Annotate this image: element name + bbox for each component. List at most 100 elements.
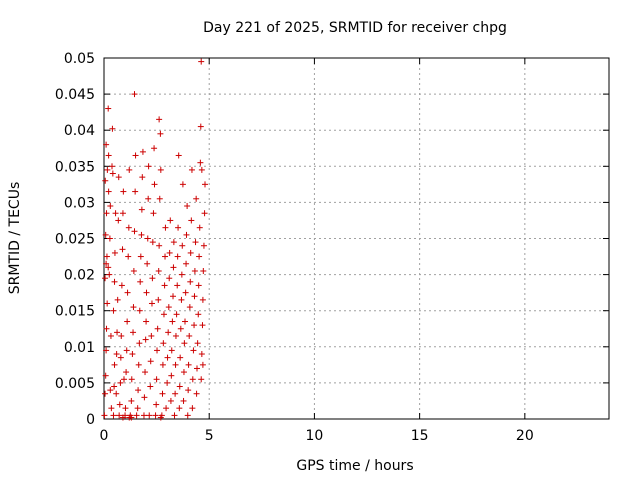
data-point: [182, 289, 189, 296]
data-point: [105, 152, 112, 159]
data-point: [199, 296, 206, 303]
data-point: [103, 253, 110, 260]
data-point: [118, 332, 125, 339]
data-point: [187, 249, 194, 256]
data-point: [194, 365, 201, 372]
data-point: [144, 235, 151, 242]
data-point: [202, 181, 208, 188]
y-tick-label: 0.05: [64, 51, 95, 67]
data-point: [113, 351, 120, 358]
data-point: [123, 347, 130, 354]
data-point: [102, 231, 109, 238]
x-tick-label: 20: [516, 428, 534, 444]
data-point: [102, 177, 109, 184]
data-point: [175, 152, 182, 159]
data-point: [119, 246, 126, 253]
y-tick-label: 0.04: [64, 123, 95, 139]
data-point: [157, 130, 164, 137]
data-point: [156, 242, 163, 249]
data-point: [170, 264, 177, 271]
data-point: [148, 332, 155, 339]
data-point: [162, 253, 169, 260]
data-point: [166, 275, 173, 282]
data-point: [135, 361, 142, 368]
data-point: [182, 318, 189, 325]
data-point: [107, 203, 114, 210]
data-point: [137, 278, 144, 285]
data-point: [173, 311, 180, 318]
data-point: [198, 376, 205, 383]
data-point: [160, 340, 167, 347]
data-point: [187, 278, 194, 285]
data-point: [114, 329, 121, 336]
data-point: [159, 390, 166, 397]
data-point: [124, 318, 131, 325]
data-point: [104, 166, 111, 173]
data-point: [147, 358, 154, 365]
data-point: [130, 329, 137, 336]
data-point: [183, 260, 190, 267]
data-point: [122, 405, 129, 412]
data-point: [125, 224, 132, 231]
data-point: [177, 354, 184, 361]
data-point: [170, 239, 177, 246]
data-point: [120, 376, 127, 383]
data-point: [113, 390, 120, 397]
y-tick-label: 0.025: [55, 232, 95, 248]
data-point: [199, 361, 206, 368]
data-point: [110, 412, 117, 419]
data-point: [145, 163, 152, 170]
data-point: [172, 390, 179, 397]
data-point: [116, 412, 123, 419]
data-point: [179, 181, 186, 188]
data-point: [104, 300, 111, 307]
data-point: [181, 340, 188, 347]
data-point: [111, 361, 118, 368]
data-point: [189, 405, 196, 412]
data-point: [144, 260, 151, 267]
data-point: [138, 206, 145, 213]
data-point: [154, 325, 161, 332]
data-point: [145, 195, 152, 202]
data-point: [168, 347, 175, 354]
data-point: [191, 322, 198, 329]
data-point: [169, 318, 176, 325]
data-point: [186, 332, 193, 339]
y-axis-label: SRMTID / TECUs: [7, 182, 23, 295]
data-point: [125, 253, 132, 260]
data-point: [195, 311, 202, 318]
data-point: [142, 369, 149, 376]
data-point: [137, 253, 144, 260]
data-point: [198, 166, 205, 173]
data-point: [128, 376, 135, 383]
data-point: [197, 159, 204, 166]
data-point: [117, 354, 124, 361]
data-point: [172, 361, 179, 368]
data-point: [157, 166, 164, 173]
data-point: [162, 224, 169, 231]
data-point: [190, 347, 197, 354]
data-point: [159, 361, 166, 368]
data-point: [141, 394, 148, 401]
data-point: [139, 148, 146, 155]
chart-title: Day 221 of 2025, SRMTID for receiver chp…: [203, 20, 507, 36]
data-point: [157, 414, 164, 421]
data-point: [184, 203, 191, 210]
x-axis-label: GPS time / hours: [296, 458, 413, 474]
data-point: [174, 282, 181, 289]
data-point: [142, 336, 149, 343]
data-point: [174, 253, 181, 260]
x-tick-labels: 0 5 10 15 20: [100, 428, 534, 444]
data-point: [165, 329, 172, 336]
data-point: [115, 217, 122, 224]
data-point: [195, 282, 202, 289]
y-tick-label: 0: [86, 412, 95, 428]
data-point: [108, 163, 115, 170]
data-point: [171, 412, 178, 419]
data-point: [143, 289, 150, 296]
data-point: [105, 264, 112, 271]
grid-lines: [104, 58, 609, 419]
data-point: [102, 372, 109, 379]
y-tick-label: 0.005: [55, 376, 95, 392]
data-point: [198, 58, 205, 65]
